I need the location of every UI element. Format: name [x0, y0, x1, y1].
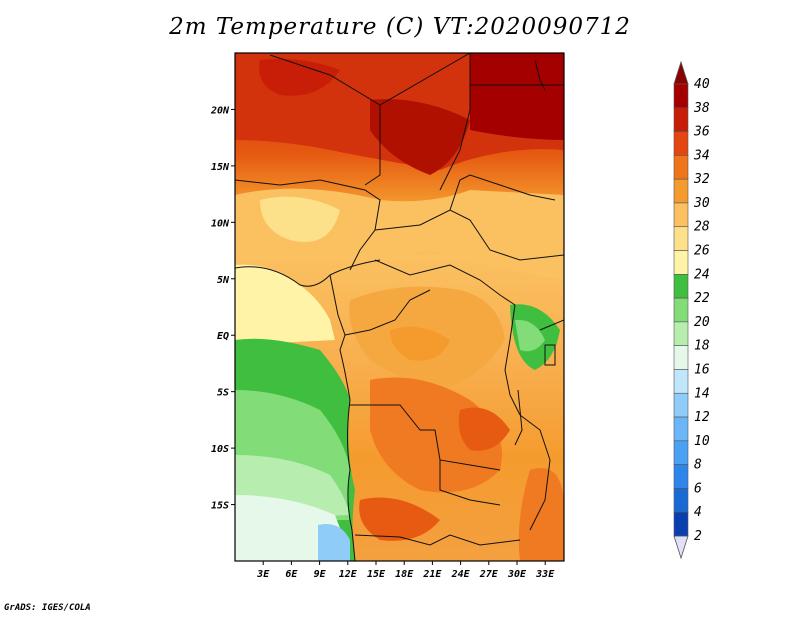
map-frame — [234, 52, 565, 562]
colorbar-label: 34 — [693, 148, 710, 163]
colorbar-label: 30 — [693, 196, 710, 211]
lat-tick-label: 5N — [217, 275, 230, 286]
credit-text: GrADS: IGES/COLA — [4, 603, 91, 613]
colorbar-swatch — [673, 416, 689, 442]
lon-tick-label: 3E — [256, 569, 270, 580]
longitude-axis: 3E 6E 9E 12E 15E 18E 21E 24E 27E 30E 33E — [256, 561, 555, 580]
colorbar-label: 26 — [694, 244, 710, 259]
colorbar-swatch — [673, 369, 689, 394]
lon-tick-label: 33E — [535, 569, 555, 580]
lon-tick-label: 12E — [339, 569, 358, 580]
colorbar-swatch — [673, 178, 689, 204]
lon-tick-label: 18E — [395, 569, 414, 580]
lat-tick-label: 20N — [210, 105, 230, 116]
colorbar-label: 24 — [694, 267, 710, 282]
colorbar-swatch — [673, 274, 689, 299]
lat-tick-label: 5S — [217, 388, 229, 399]
lon-tick-label: 21E — [422, 569, 442, 580]
lon-tick-label: 27E — [479, 569, 499, 580]
lat-tick-label: EQ — [217, 331, 229, 342]
lat-tick-label: 15S — [211, 501, 229, 512]
colorbar-swatch — [673, 202, 689, 228]
map-title: 2m Temperature (C) VT:2020090712 — [169, 14, 631, 40]
colorbar-swatch — [673, 297, 689, 323]
colorbar-swatch — [673, 321, 689, 346]
colorbar-label: 16 — [694, 362, 710, 377]
colorbar-label: 36 — [693, 125, 710, 140]
colorbar-label: 6 — [694, 481, 702, 496]
colorbar-swatch — [673, 107, 689, 132]
colorbar-label: 20 — [694, 315, 710, 330]
colorbar-swatch — [673, 131, 689, 156]
colorbar-label: 4 — [694, 505, 702, 520]
colorbar-swatch — [673, 250, 689, 275]
colorbar-label: 28 — [694, 220, 710, 235]
colorbar-swatch — [673, 392, 689, 418]
colorbar-label: 32 — [693, 172, 710, 187]
colorbar-swatch — [673, 511, 689, 537]
colorbar-max-triangle — [673, 60, 689, 85]
colorbar-swatch — [673, 464, 689, 489]
lon-tick-label: 24E — [451, 569, 471, 580]
colorbar-label: 18 — [694, 339, 710, 354]
lon-tick-label: 6E — [285, 569, 298, 580]
colorbar-swatch — [673, 345, 689, 370]
colorbar-label: 10 — [694, 434, 710, 449]
country-borders — [235, 53, 564, 561]
colorbar-swatch — [673, 440, 689, 465]
colorbar-label: 14 — [694, 386, 710, 401]
colorbar-swatch — [673, 83, 689, 109]
colorbar-swatch — [673, 226, 689, 251]
lat-tick-label: 10S — [211, 444, 229, 455]
lon-tick-label: 9E — [314, 569, 327, 580]
temperature-field — [235, 53, 564, 561]
colorbar-label: 40 — [694, 77, 710, 92]
lon-tick-label: 30E — [507, 569, 527, 580]
colorbar-swatch — [673, 488, 689, 513]
colorbar-min-triangle — [673, 535, 689, 560]
colorbar-label: 22 — [694, 291, 710, 306]
colorbar-swatch — [673, 155, 689, 180]
lon-tick-label: 15E — [367, 569, 386, 580]
lat-tick-label: 10N — [211, 218, 230, 229]
lat-tick-label: 15N — [211, 162, 230, 173]
colorbar-label: 12 — [694, 410, 710, 425]
colorbar-label: 2 — [694, 529, 702, 544]
latitude-axis: 20N 15N 10N 5N EQ 5S 10S 15S — [210, 105, 235, 512]
colorbar-label: 38 — [693, 101, 710, 116]
colorbar-label: 8 — [694, 458, 702, 473]
